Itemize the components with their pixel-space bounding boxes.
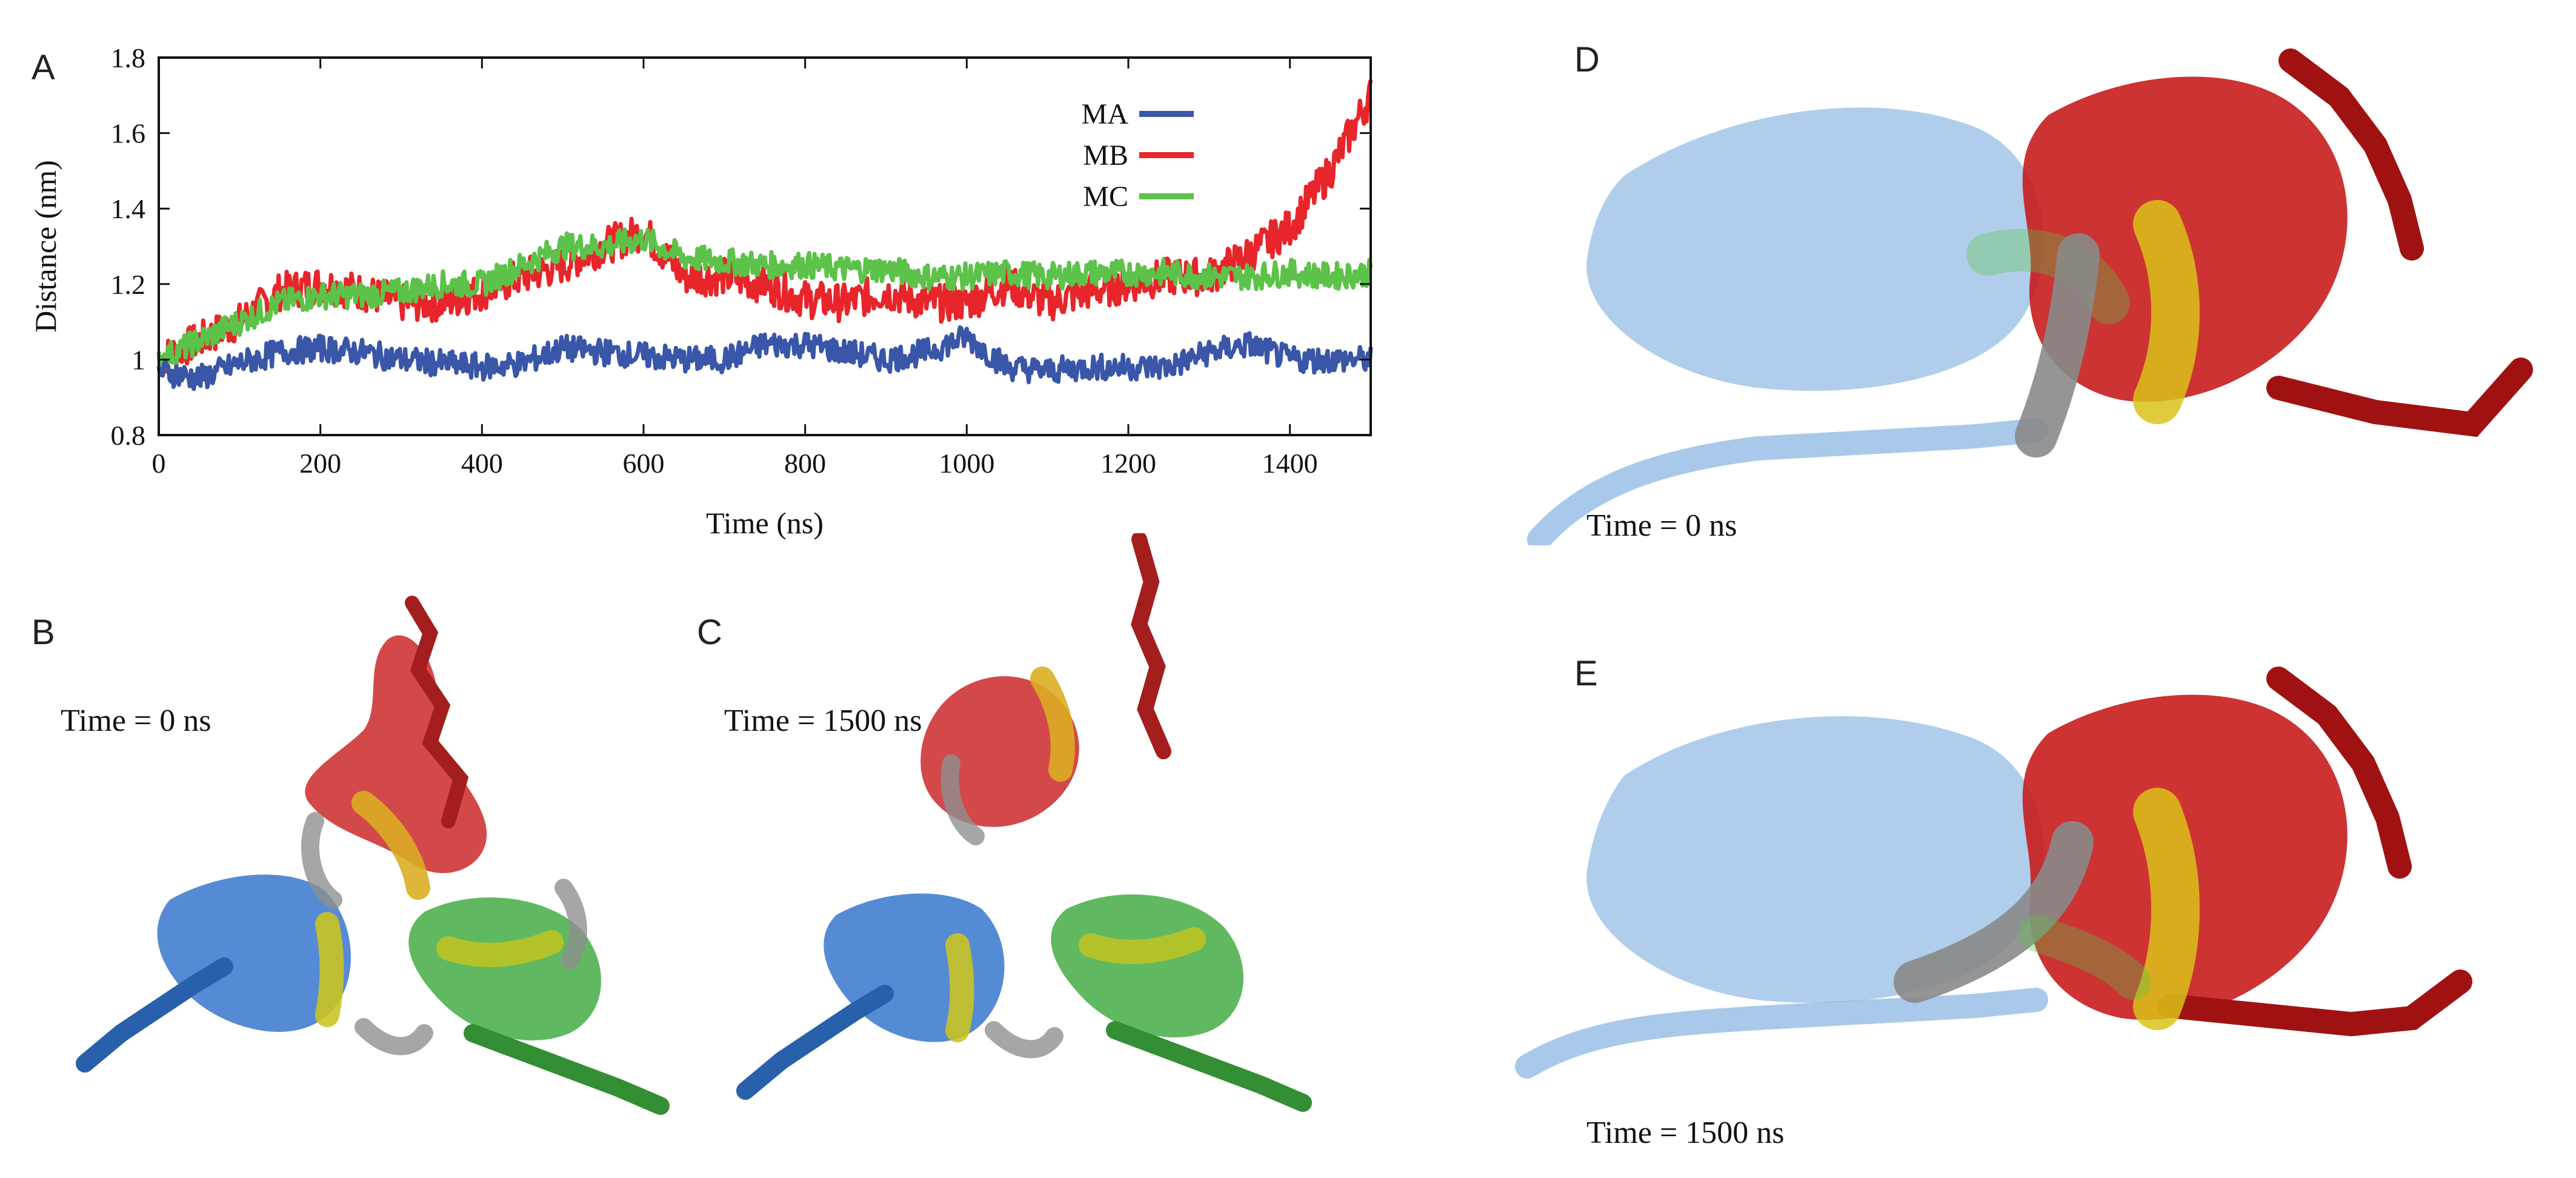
x-tick-label: 400 bbox=[461, 448, 503, 479]
series-line-mb bbox=[156, 79, 1373, 375]
panel-label-d: D bbox=[1574, 40, 1600, 79]
y-tick-label: 1 bbox=[131, 344, 145, 375]
snapshot-d-image bbox=[1527, 48, 2533, 545]
y-tick-label: 0.8 bbox=[111, 420, 146, 451]
x-tick-label: 600 bbox=[623, 448, 665, 479]
snapshot-d-time-label: Time = 0 ns bbox=[1586, 508, 1737, 543]
x-tick-label: 0 bbox=[152, 448, 166, 479]
x-tick-label: 1000 bbox=[939, 448, 994, 479]
snapshot-c-time-label: Time = 1500 ns bbox=[724, 704, 922, 738]
series-line-mc bbox=[156, 227, 1373, 373]
x-tick-label: 200 bbox=[299, 448, 341, 479]
panel-label-c: C bbox=[697, 613, 722, 652]
plot-frame bbox=[158, 56, 1372, 436]
y-tick-label: 1.4 bbox=[111, 193, 146, 224]
legend-label-mb: MB bbox=[1083, 139, 1128, 171]
legend-label-ma: MA bbox=[1082, 98, 1129, 130]
y-tick-label: 1.8 bbox=[111, 42, 146, 73]
x-tick-label: 1400 bbox=[1262, 448, 1318, 479]
snapshot-e-image bbox=[1515, 667, 2472, 1079]
snapshot-b-time-label: Time = 0 ns bbox=[61, 704, 211, 738]
y-tick-label: 1.6 bbox=[111, 118, 146, 149]
series-line-ma bbox=[156, 325, 1373, 391]
snapshot-e-time-label: Time = 1500 ns bbox=[1586, 1116, 1785, 1150]
x-tick-label: 1200 bbox=[1100, 448, 1156, 479]
panel-label-e: E bbox=[1574, 654, 1598, 693]
y-tick-label: 1.2 bbox=[111, 269, 146, 300]
snapshot-c-image bbox=[736, 533, 1312, 1112]
panel-label-a: A bbox=[32, 48, 55, 87]
panel-label-b: B bbox=[32, 613, 55, 652]
legend-label-mc: MC bbox=[1083, 181, 1128, 213]
x-tick-label: 800 bbox=[784, 448, 826, 479]
y-axis-label: Distance (nm) bbox=[28, 160, 62, 333]
snapshot-b-image bbox=[76, 596, 670, 1115]
